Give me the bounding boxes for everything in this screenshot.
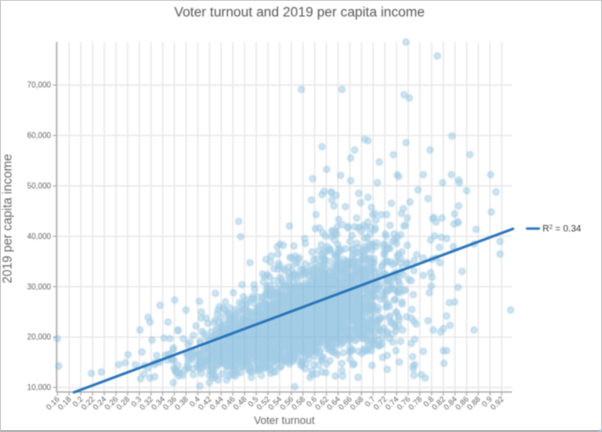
- svg-text:70,000: 70,000: [27, 81, 52, 90]
- svg-text:40,000: 40,000: [27, 232, 52, 241]
- svg-text:50,000: 50,000: [27, 182, 52, 191]
- svg-text:30,000: 30,000: [27, 282, 52, 291]
- svg-text:0.88: 0.88: [465, 395, 482, 412]
- svg-text:R2 = 0.34: R2 = 0.34: [543, 224, 582, 234]
- svg-text:Voter turnout: Voter turnout: [254, 415, 315, 427]
- svg-text:0.38: 0.38: [173, 395, 190, 412]
- svg-text:0.78: 0.78: [407, 395, 424, 412]
- svg-text:0.48: 0.48: [231, 395, 248, 412]
- svg-text:0.68: 0.68: [348, 395, 365, 412]
- svg-text:0.92: 0.92: [489, 395, 506, 412]
- svg-text:2019 per capita income: 2019 per capita income: [1, 154, 15, 284]
- svg-text:10,000: 10,000: [27, 383, 52, 392]
- svg-text:Voter turnout and 2019 per cap: Voter turnout and 2019 per capita income: [174, 5, 425, 20]
- svg-text:20,000: 20,000: [27, 333, 52, 342]
- svg-text:0.18: 0.18: [56, 395, 73, 412]
- svg-text:0.58: 0.58: [290, 395, 307, 412]
- svg-text:60,000: 60,000: [27, 131, 52, 140]
- svg-text:0.28: 0.28: [115, 395, 132, 412]
